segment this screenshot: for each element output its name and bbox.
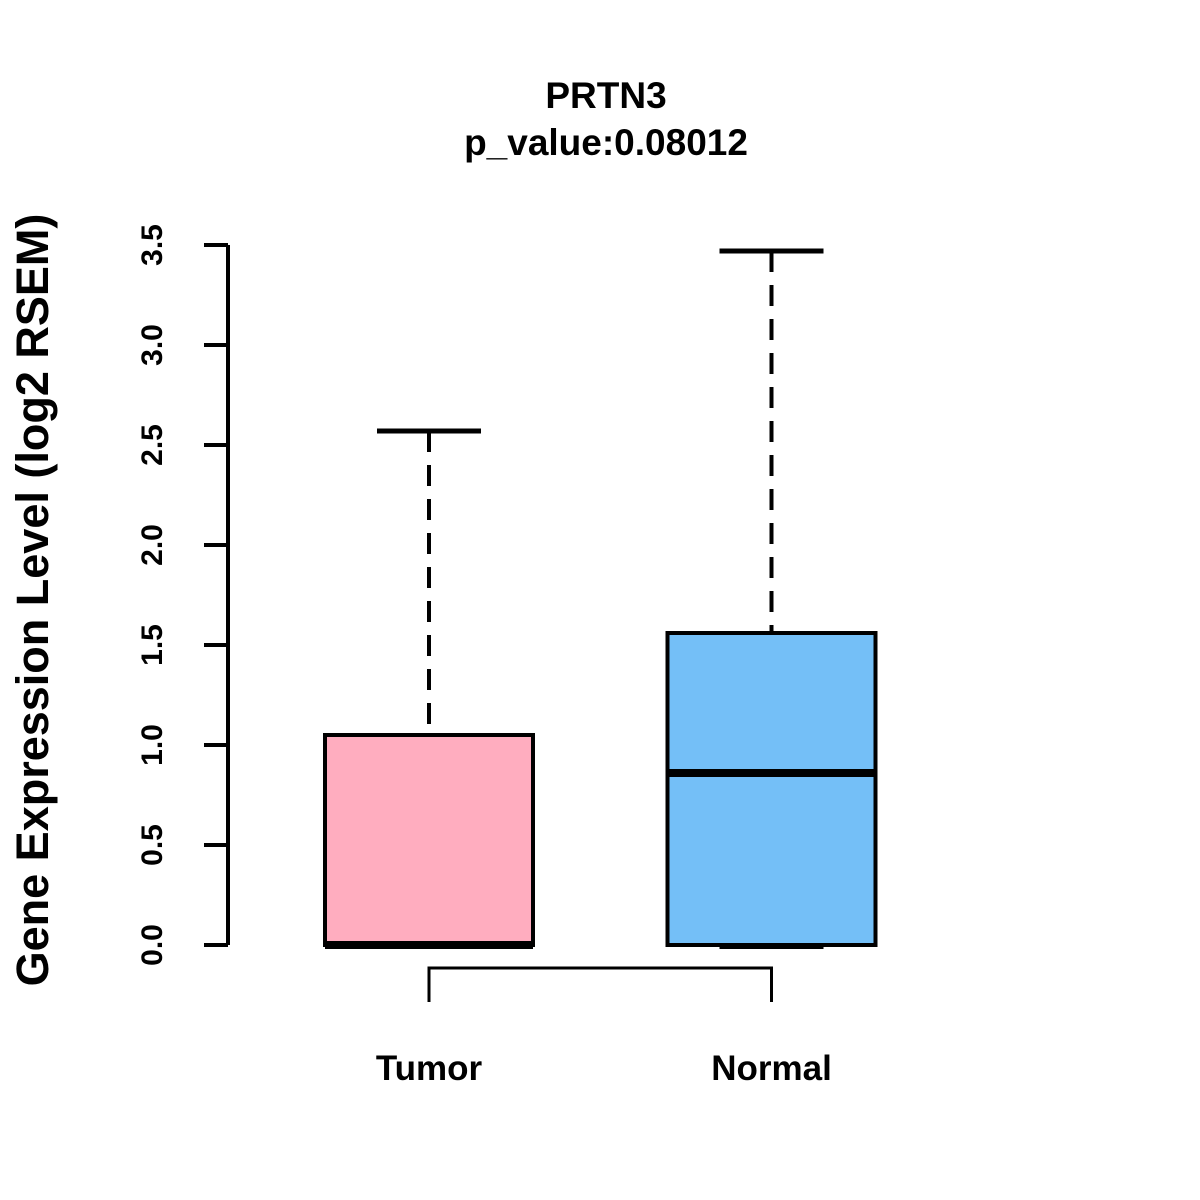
y-axis-tick-label: 2.5 (136, 424, 169, 466)
y-axis-tick-label: 0.0 (136, 924, 169, 966)
y-axis-tick-label: 1.5 (136, 624, 169, 666)
y-axis-tick-label: 3.0 (136, 324, 169, 366)
y-axis-tick-label: 3.5 (136, 224, 169, 266)
y-axis-title: Gene Expression Level (log2 RSEM) (7, 213, 58, 987)
box-tumor (323, 733, 535, 947)
box-normal (665, 631, 878, 947)
chart-title-block: PRTN3 p_value:0.08012 (3, 72, 1200, 166)
y-axis-tick-label: 2.0 (136, 524, 169, 566)
comparison-bracket (427, 966, 773, 1002)
x-category-label-tumor: Tumor (376, 1049, 483, 1088)
chart-title: PRTN3 (545, 75, 667, 116)
x-category-label-normal: Normal (711, 1049, 832, 1088)
y-axis-tick-label: 0.5 (136, 824, 169, 866)
y-axis-tick-label: 1.0 (136, 724, 169, 766)
chart-subtitle-pvalue: p_value:0.08012 (464, 122, 748, 163)
